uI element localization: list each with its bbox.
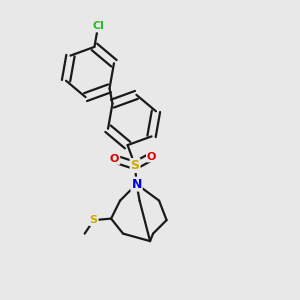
- Text: S: S: [130, 159, 140, 172]
- Text: O: O: [110, 154, 119, 164]
- Text: O: O: [147, 152, 156, 161]
- Text: N: N: [131, 178, 142, 190]
- Text: S: S: [90, 215, 98, 225]
- Text: Cl: Cl: [92, 22, 104, 32]
